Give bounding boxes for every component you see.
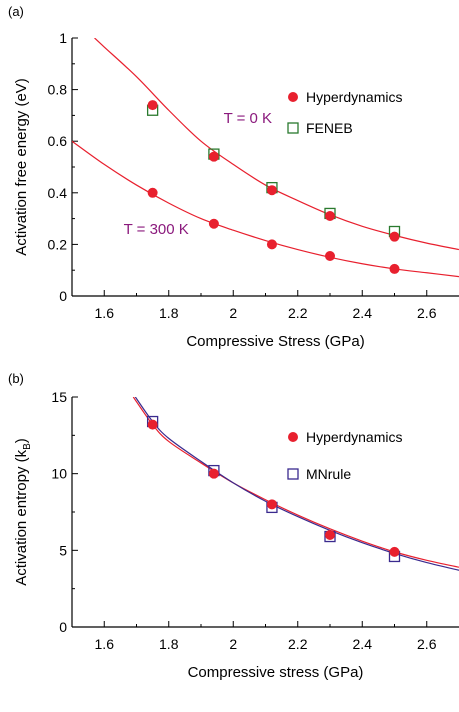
data-point-circle — [147, 419, 158, 430]
y-tick-label: 15 — [51, 389, 67, 405]
x-tick-label: 1.6 — [95, 305, 115, 321]
fit-curve-1 — [134, 397, 459, 571]
x-axis-label: Compressive Stress (GPa) — [186, 333, 364, 350]
x-tick-label: 2.6 — [417, 305, 437, 321]
data-point-circle — [325, 530, 335, 540]
y-axis-label-main: Activation entropy (k — [13, 449, 30, 585]
data-point-circle — [208, 218, 219, 229]
data-point-circle — [147, 100, 158, 111]
curve-annotation: T = 300 K — [124, 221, 189, 238]
legend-label: Hyperdynamics — [306, 89, 402, 105]
data-point-circle — [208, 468, 219, 479]
data-point-circle — [325, 211, 335, 222]
y-axis-label-close: ) — [13, 438, 30, 443]
y-tick-label: 5 — [59, 542, 67, 558]
x-tick-label: 1.8 — [159, 636, 179, 652]
x-tick-label: 2 — [229, 305, 237, 321]
panel-a: (a) 1.6 1.8 2 2.2 2.4 2.6 0 0.2 0.4 0.6 0.8 1 Compres… — [8, 4, 459, 350]
data-point-circle — [389, 546, 400, 557]
y-tick-label: 10 — [51, 466, 67, 482]
x-tick-label: 2.2 — [288, 636, 308, 652]
legend-label: FENEB — [306, 120, 353, 136]
x-tick-label: 1.6 — [95, 636, 115, 652]
y-tick-label: 0.8 — [48, 82, 68, 98]
data-point-circle — [266, 185, 277, 196]
x-tick-label: 2.4 — [353, 305, 373, 321]
plot-area — [132, 397, 459, 571]
data-point-circle — [266, 499, 277, 510]
x-tick-label: 2.6 — [417, 636, 437, 652]
x-tick-label: 1.8 — [159, 305, 179, 321]
legend-marker — [287, 468, 299, 480]
y-tick-label: 1 — [59, 30, 67, 46]
x-axis-label: Compressive stress (GPa) — [188, 664, 364, 681]
y-tick-label: 0 — [59, 619, 67, 635]
y-tick-label: 0 — [59, 288, 67, 304]
y-axis-label: Activation entropy (kB) — [13, 438, 33, 586]
data-point-circle — [325, 251, 335, 262]
fit-curve-0 — [94, 38, 459, 251]
data-point-circle — [389, 263, 400, 274]
x-tick-label: 2.2 — [288, 305, 308, 321]
panel-label: (a) — [8, 4, 24, 19]
legend-label: MNrule — [306, 466, 351, 482]
data-point-circle — [147, 187, 158, 198]
data-point-circle — [208, 151, 219, 162]
plot-area — [72, 38, 459, 278]
x-tick-label: 2.4 — [353, 636, 373, 652]
fit-curve-1 — [72, 140, 459, 278]
y-axis-label: Activation free energy (eV) — [13, 78, 30, 256]
curve-annotation: T = 0 K — [224, 110, 273, 127]
y-tick-label: 0.6 — [48, 133, 68, 149]
fit-curve-0 — [132, 397, 459, 568]
data-point-circle — [266, 239, 277, 250]
panel-b: (b) 1.6 1.8 2 2.2 2.4 2.6 0 5 10 15 Compressive str… — [8, 371, 459, 681]
panel-label: (b) — [8, 371, 24, 386]
x-tick-label: 2 — [229, 636, 237, 652]
y-axis-label-subscript: B — [22, 443, 33, 450]
legend-label: Hyperdynamics — [306, 429, 402, 445]
y-tick-label: 0.4 — [48, 185, 68, 201]
legend-marker — [288, 92, 298, 102]
data-point-circle — [389, 231, 400, 242]
legend-marker — [287, 122, 299, 134]
y-tick-label: 0.2 — [48, 236, 68, 252]
legend-marker — [288, 432, 298, 442]
